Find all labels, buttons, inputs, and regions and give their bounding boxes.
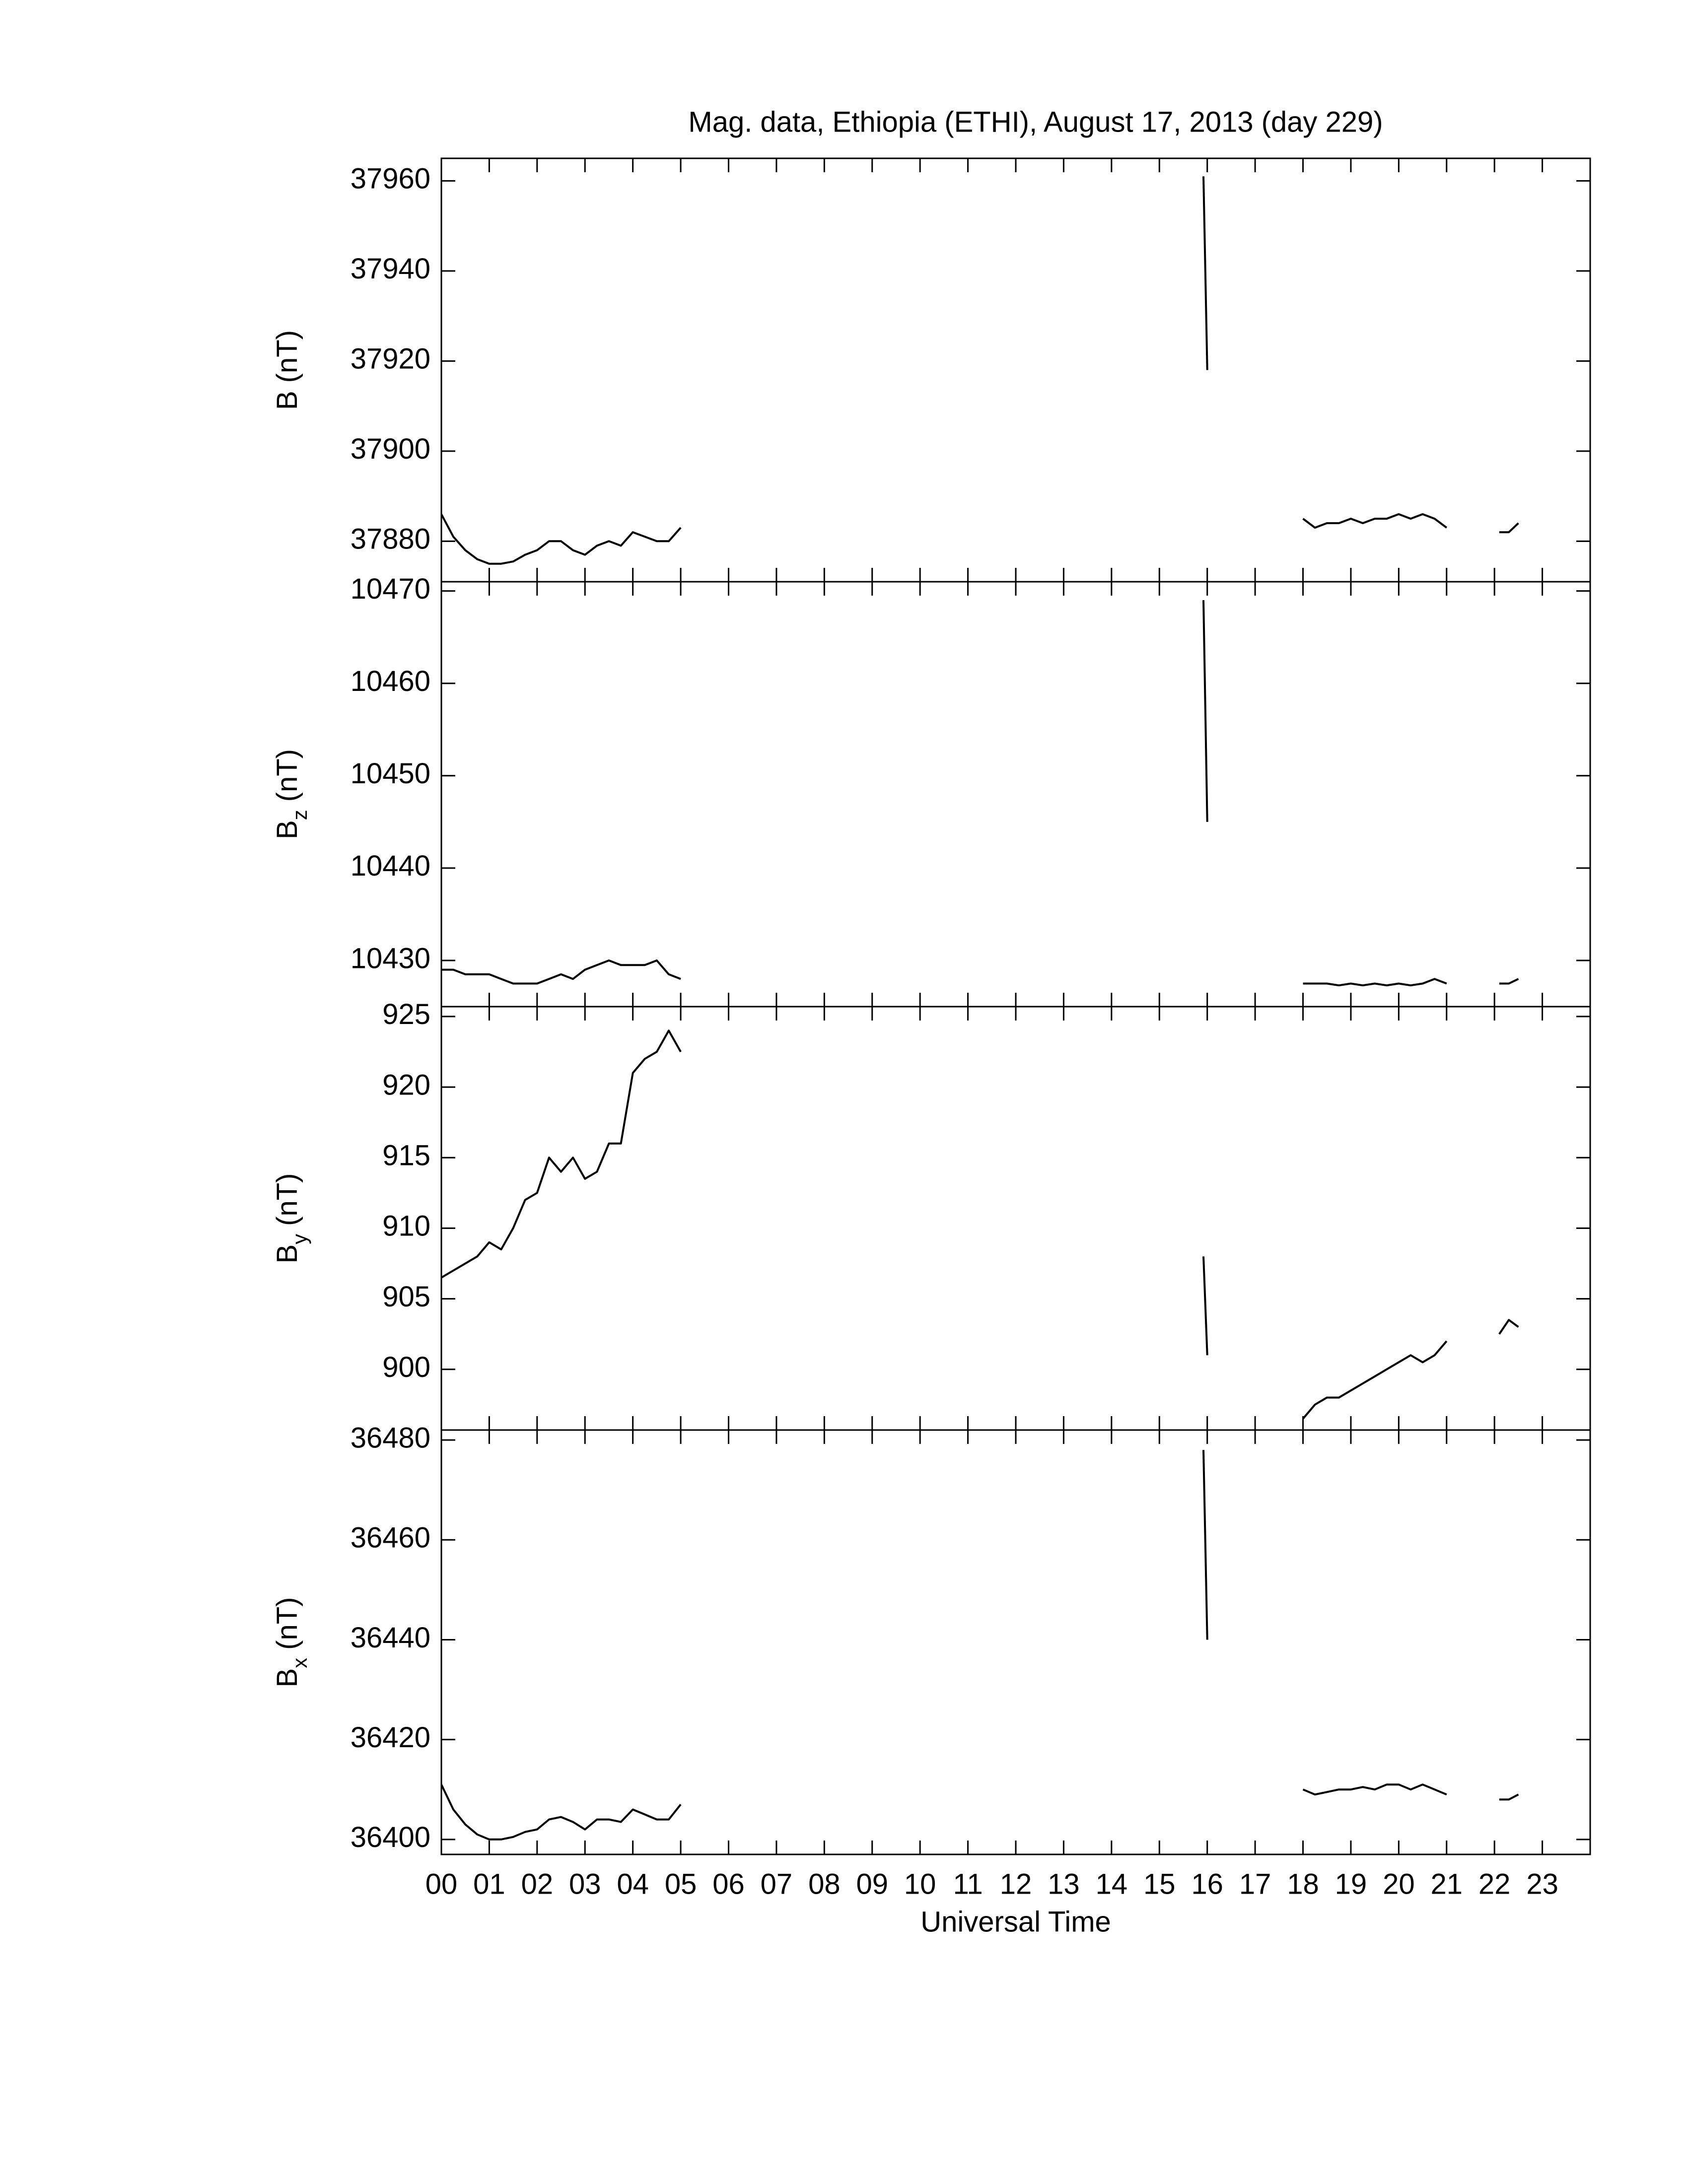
plot-frame <box>440 581 1591 1008</box>
y-tick-label: 36440 <box>351 1622 430 1654</box>
y-tick-label: 910 <box>382 1210 430 1242</box>
x-tick-label: 08 <box>808 1868 841 1900</box>
y-tick-label: 920 <box>382 1069 430 1101</box>
y-tick-label: 36400 <box>351 1821 430 1853</box>
x-tick-label: 17 <box>1239 1868 1271 1900</box>
x-tick-label: 04 <box>617 1868 649 1900</box>
plot-frame <box>440 1429 1591 1855</box>
plot-frame <box>440 1006 1591 1431</box>
x-tick-label: 09 <box>856 1868 888 1900</box>
y-tick-label: 10430 <box>351 942 430 974</box>
y-axis-label: B (nT) <box>271 330 303 410</box>
y-tick-label: 36420 <box>351 1721 430 1754</box>
x-tick-label: 16 <box>1191 1868 1223 1900</box>
y-axis-label-subscript: x <box>288 1658 311 1668</box>
plot-frame <box>440 157 1591 583</box>
x-tick-label: 14 <box>1096 1868 1128 1900</box>
y-tick-label: 37940 <box>351 253 430 285</box>
y-axis-label-unit: (nT) <box>271 1597 303 1649</box>
y-axis-label-unit: (nT) <box>271 749 303 802</box>
x-axis-label: Universal Time <box>920 1906 1111 1938</box>
x-tick-label: 01 <box>473 1868 505 1900</box>
x-tick-label: 11 <box>953 1868 983 1900</box>
y-axis-label: Bx (nT) <box>271 1597 311 1687</box>
x-tick-label: 12 <box>1000 1868 1032 1900</box>
x-tick-label: 23 <box>1526 1868 1558 1900</box>
x-tick-label: 15 <box>1143 1868 1176 1900</box>
y-tick-label: 10440 <box>351 850 430 882</box>
y-tick-label: 925 <box>382 998 430 1030</box>
y-axis-label-unit: (nT) <box>271 330 303 383</box>
y-tick-label: 915 <box>382 1140 430 1172</box>
x-tick-label: 07 <box>761 1868 793 1900</box>
y-tick-label: 905 <box>382 1281 430 1313</box>
data-line <box>440 1450 1519 1841</box>
y-axis-label-symbol: B <box>271 1668 303 1688</box>
data-line <box>441 600 1519 987</box>
x-tick-label: 20 <box>1383 1868 1415 1900</box>
y-axis-label-subscript: z <box>288 810 311 820</box>
x-tick-label: 21 <box>1430 1868 1463 1900</box>
y-axis-label-symbol: B <box>271 391 303 410</box>
chart-title: Mag. data, Ethiopia (ETHI), August 17, 2… <box>688 106 1383 138</box>
y-axis-label: By (nT) <box>271 1173 311 1263</box>
y-axis-label-symbol: B <box>271 820 303 839</box>
x-tick-label: 13 <box>1048 1868 1080 1900</box>
y-axis-label: Bz (nT) <box>271 749 311 839</box>
y-axis-label-subscript: y <box>288 1234 311 1244</box>
y-tick-label: 10470 <box>351 573 430 605</box>
x-tick-label: 18 <box>1287 1868 1319 1900</box>
y-tick-label: 10450 <box>351 757 430 790</box>
y-tick-label: 37880 <box>351 523 430 555</box>
x-tick-label: 02 <box>521 1868 554 1900</box>
y-tick-label: 37960 <box>351 163 430 195</box>
data-line <box>440 176 1519 565</box>
y-axis-label-symbol: B <box>271 1244 303 1264</box>
y-axis-label-unit: (nT) <box>271 1173 303 1226</box>
x-tick-label: 00 <box>425 1868 458 1900</box>
y-tick-label: 37920 <box>351 343 430 375</box>
x-tick-label: 05 <box>665 1868 697 1900</box>
y-tick-label: 36480 <box>351 1422 430 1454</box>
x-tick-label: 19 <box>1335 1868 1367 1900</box>
y-tick-label: 36460 <box>351 1522 430 1554</box>
y-tick-label: 10460 <box>351 665 430 697</box>
x-tick-label: 10 <box>904 1868 936 1900</box>
y-tick-label: 37900 <box>351 433 430 465</box>
y-tick-label: 900 <box>382 1351 430 1383</box>
x-tick-label: 06 <box>712 1868 745 1900</box>
x-tick-label: 22 <box>1478 1868 1511 1900</box>
data-line <box>440 1029 1519 1420</box>
x-tick-label: 03 <box>569 1868 601 1900</box>
